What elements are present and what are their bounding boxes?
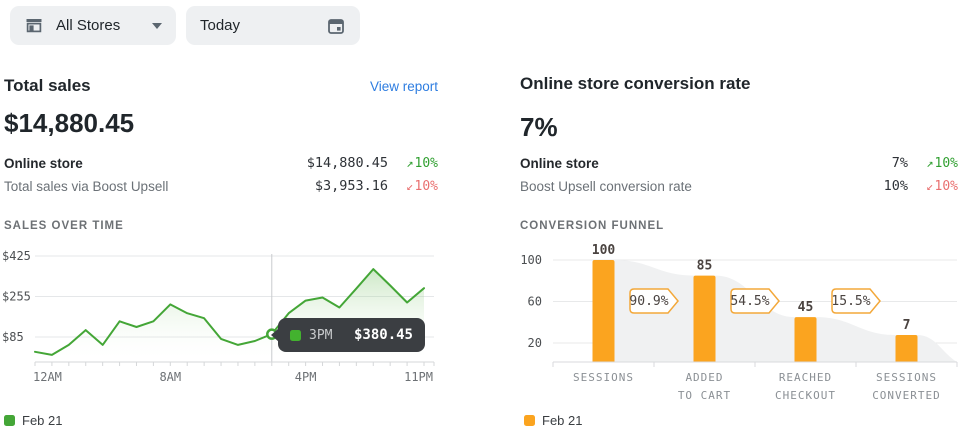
sales-over-time-chart[interactable]: $85 $255 $425 12AM 8AM 4PM 11PM bbox=[2, 249, 435, 384]
bar-value-label: 85 bbox=[697, 259, 713, 274]
y-axis-label: 60 bbox=[528, 295, 542, 309]
view-report-link[interactable]: View report bbox=[369, 79, 438, 94]
category-label: CHECKOUT bbox=[775, 389, 836, 402]
funnel-bar[interactable] bbox=[693, 275, 716, 362]
conversion-card-header: Online store conversion rate bbox=[520, 74, 958, 94]
trend-delta: 10% bbox=[934, 155, 958, 171]
funnel-bar[interactable] bbox=[592, 260, 615, 362]
conversion-title: Online store conversion rate bbox=[520, 74, 751, 93]
x-axis-label: 4PM bbox=[295, 370, 317, 384]
funnel-chart-legend: Feb 21 bbox=[524, 413, 582, 428]
total-sales-title: Total sales bbox=[4, 76, 91, 95]
category-label: SESSIONS bbox=[573, 371, 634, 384]
online-store-sales-row: Online store $14,880.45 ↗10% bbox=[4, 153, 438, 173]
tooltip-time-label: 3PM bbox=[309, 327, 333, 343]
bar-value-label: 7 bbox=[903, 318, 911, 333]
row-value: 10% bbox=[883, 178, 908, 194]
conversion-rate-value: 7% bbox=[520, 112, 558, 142]
online-store-conversion-row: Online store 7% ↗10% bbox=[520, 153, 958, 173]
trend-up-icon: ↗ bbox=[406, 155, 414, 170]
legend-label: Feb 21 bbox=[542, 413, 583, 428]
caret-down-icon bbox=[152, 22, 162, 29]
trend-delta: 10% bbox=[414, 155, 438, 171]
y-axis-label: $425 bbox=[2, 249, 31, 263]
total-sales-value: $14,880.45 bbox=[4, 108, 135, 138]
x-axis-label: 8AM bbox=[159, 370, 181, 384]
category-label: TO CART bbox=[678, 389, 731, 402]
category-label: CONVERTED bbox=[872, 389, 941, 402]
row-label: Online store bbox=[4, 155, 83, 171]
storefront-icon bbox=[26, 18, 42, 32]
trend-badge: ↗10% bbox=[388, 156, 438, 171]
sales-over-time-heading: SALES OVER TIME bbox=[4, 220, 124, 232]
trend-delta: 10% bbox=[934, 178, 958, 194]
funnel-bar[interactable] bbox=[794, 317, 817, 362]
conversion-rate-label: 15.5% bbox=[831, 294, 870, 309]
sales-chart-legend: Feb 21 bbox=[4, 413, 62, 428]
conversion-funnel-heading: CONVERSION FUNNEL bbox=[520, 220, 665, 232]
charts-layer: $85 $255 $425 12AM 8AM 4PM 11PM 100 60 20 100 85 45 7… bbox=[2, 243, 958, 402]
category-label: REACHED bbox=[779, 371, 832, 384]
row-label: Boost Upsell conversion rate bbox=[520, 178, 692, 194]
conversion-funnel-chart[interactable]: 100 60 20 100 85 45 7 90.9% 54.5% 15.5% SESSIONS AD… bbox=[520, 243, 958, 402]
y-axis-label: $85 bbox=[2, 330, 24, 344]
boost-upsell-conversion-row: Boost Upsell conversion rate 10% ↙10% bbox=[520, 176, 958, 196]
funnel-bar[interactable] bbox=[895, 335, 918, 362]
conversion-rate-badge bbox=[730, 288, 780, 314]
y-axis-label: 20 bbox=[528, 336, 542, 350]
row-label: Total sales via Boost Upsell bbox=[4, 178, 169, 194]
x-axis-label: 11PM bbox=[404, 370, 433, 384]
sales-line-series bbox=[34, 268, 425, 356]
total-sales-card-header: Total sales View report bbox=[4, 76, 438, 96]
trend-badge: ↙10% bbox=[908, 179, 958, 194]
y-axis-label: 100 bbox=[520, 253, 542, 267]
calendar-icon bbox=[328, 18, 344, 34]
trend-down-icon: ↙ bbox=[406, 178, 414, 193]
category-label: ADDED bbox=[685, 371, 723, 384]
conversion-rate-label: 90.9% bbox=[629, 294, 668, 309]
tooltip-value: $380.45 bbox=[353, 327, 413, 343]
conversion-rate-label: 54.5% bbox=[730, 294, 769, 309]
row-value: 7% bbox=[891, 155, 908, 171]
tooltip-series-swatch bbox=[290, 329, 301, 341]
trend-up-icon: ↗ bbox=[926, 155, 934, 170]
x-axis-label: 12AM bbox=[33, 370, 62, 384]
store-selector-button[interactable]: All Stores bbox=[10, 6, 176, 45]
date-range-label: Today bbox=[200, 17, 241, 34]
row-value: $14,880.45 bbox=[306, 155, 388, 171]
chart-tooltip: 3PM $380.45 bbox=[271, 318, 425, 352]
legend-swatch bbox=[4, 415, 15, 426]
legend-swatch bbox=[524, 415, 535, 426]
bar-value-label: 45 bbox=[798, 300, 814, 315]
row-label: Online store bbox=[520, 155, 599, 171]
trend-delta: 10% bbox=[414, 178, 438, 194]
trend-down-icon: ↙ bbox=[926, 178, 934, 193]
legend-label: Feb 21 bbox=[22, 413, 63, 428]
date-range-selector-button[interactable]: Today bbox=[186, 6, 360, 45]
row-value: $3,953.16 bbox=[314, 178, 388, 194]
bar-value-label: 100 bbox=[592, 243, 616, 258]
trend-badge: ↗10% bbox=[908, 156, 958, 171]
conversion-rate-badge bbox=[629, 288, 679, 314]
conversion-rate-badge bbox=[831, 288, 881, 314]
boost-upsell-sales-row: Total sales via Boost Upsell $3,953.16 ↙… bbox=[4, 176, 438, 196]
store-selector-label: All Stores bbox=[56, 17, 121, 34]
category-label: SESSIONS bbox=[876, 371, 937, 384]
y-axis-label: $255 bbox=[2, 290, 31, 304]
trend-badge: ↙10% bbox=[388, 179, 438, 194]
